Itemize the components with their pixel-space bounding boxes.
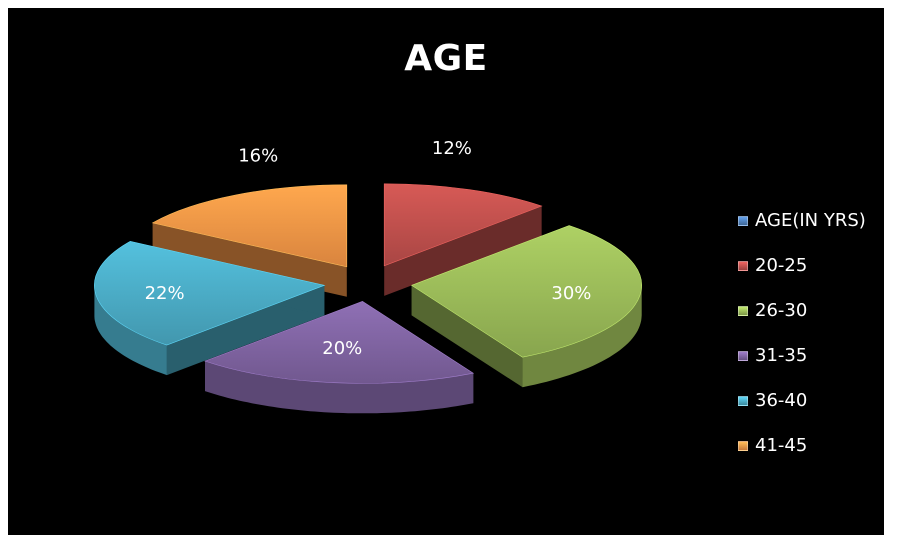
legend-item: 20-25 xyxy=(738,243,866,288)
pie-slice-wall xyxy=(166,285,325,376)
data-label-31-35: 20% xyxy=(322,338,362,359)
legend-item: 36-40 xyxy=(738,378,866,423)
legend-label: 20-25 xyxy=(755,255,808,276)
data-label-26-30: 30% xyxy=(551,283,591,304)
pie-slice-top xyxy=(94,241,326,346)
pie-slice-20-25 xyxy=(383,183,543,296)
pie-slice-top xyxy=(410,225,642,358)
legend-item: AGE(IN YRS) xyxy=(738,198,866,243)
data-label-36-40: 22% xyxy=(145,283,185,304)
pie-slice-41-45 xyxy=(151,184,348,297)
legend-swatch xyxy=(738,440,748,451)
pie-slice-top xyxy=(383,183,543,267)
legend-swatch xyxy=(738,350,748,361)
legend-item: 31-35 xyxy=(738,333,866,378)
chart-legend: AGE(IN YRS) 20-25 26-30 31-35 36-40 41-45 xyxy=(738,198,866,468)
legend-label: 41-45 xyxy=(755,435,808,456)
legend-swatch xyxy=(738,215,748,226)
pie-slice-31-35 xyxy=(204,300,475,414)
pie-slice-wall xyxy=(152,222,347,297)
legend-label: 31-35 xyxy=(755,345,808,366)
data-label-20-25: 12% xyxy=(432,138,472,159)
pie-slice-36-40 xyxy=(94,241,326,376)
legend-item: 26-30 xyxy=(738,288,866,333)
legend-label: 26-30 xyxy=(755,300,808,321)
chart-title: AGE xyxy=(404,38,488,79)
pie-slice-wall xyxy=(384,206,542,296)
pie-slice-wall xyxy=(411,285,523,388)
legend-label: AGE(IN YRS) xyxy=(755,210,866,231)
pie-chart: 12% 30% 20% 22% 16% xyxy=(94,138,642,414)
pie-slice-top xyxy=(151,184,348,268)
pie-slice-top xyxy=(204,300,475,384)
legend-swatch xyxy=(738,305,748,316)
pie-slice-26-30 xyxy=(410,225,642,388)
legend-swatch xyxy=(738,260,748,271)
data-label-41-45: 16% xyxy=(238,146,278,167)
chart-area: AGE 12% 30% 20% 22% 16% AGE(IN YRS) 20-25 26-3… xyxy=(8,8,884,535)
pie-slice-rim xyxy=(522,285,642,388)
pie-slice-rim xyxy=(205,361,474,414)
legend-item: 41-45 xyxy=(738,423,866,468)
legend-swatch xyxy=(738,395,748,406)
legend-label: 36-40 xyxy=(755,390,808,411)
